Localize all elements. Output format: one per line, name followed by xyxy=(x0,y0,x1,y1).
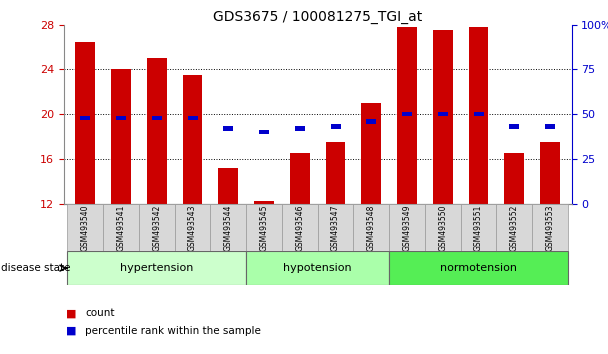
Bar xyxy=(545,125,555,129)
Bar xyxy=(218,168,238,204)
Title: GDS3675 / 100081275_TGI_at: GDS3675 / 100081275_TGI_at xyxy=(213,10,423,24)
Bar xyxy=(397,27,417,204)
Bar xyxy=(111,69,131,204)
Bar xyxy=(183,75,202,204)
Bar xyxy=(246,204,282,251)
Bar xyxy=(254,201,274,204)
Bar xyxy=(103,204,139,251)
Bar xyxy=(353,204,389,251)
Bar xyxy=(139,204,174,251)
Text: GSM493545: GSM493545 xyxy=(260,204,269,251)
Bar xyxy=(469,27,488,204)
Bar xyxy=(438,112,448,116)
Bar xyxy=(505,153,524,204)
Bar xyxy=(295,126,305,131)
Bar xyxy=(497,204,532,251)
Text: GSM493543: GSM493543 xyxy=(188,204,197,251)
Text: ■: ■ xyxy=(66,308,76,318)
Bar xyxy=(366,119,376,124)
Bar xyxy=(541,142,560,204)
Bar xyxy=(282,204,317,251)
Text: hypertension: hypertension xyxy=(120,263,193,273)
Bar xyxy=(389,251,568,285)
Bar xyxy=(402,112,412,116)
Text: GSM493551: GSM493551 xyxy=(474,204,483,251)
Bar xyxy=(210,204,246,251)
Bar xyxy=(75,41,95,204)
Bar xyxy=(67,251,246,285)
Text: disease state: disease state xyxy=(1,263,71,273)
Bar xyxy=(290,153,309,204)
Text: GSM493542: GSM493542 xyxy=(152,204,161,251)
Bar xyxy=(116,115,126,120)
Text: percentile rank within the sample: percentile rank within the sample xyxy=(85,326,261,336)
Bar xyxy=(510,125,519,129)
Text: GSM493547: GSM493547 xyxy=(331,204,340,251)
Text: hypotension: hypotension xyxy=(283,263,352,273)
Bar xyxy=(362,103,381,204)
Bar xyxy=(474,112,483,116)
Bar xyxy=(461,204,497,251)
Text: GSM493541: GSM493541 xyxy=(117,204,125,251)
Text: ■: ■ xyxy=(66,326,76,336)
Bar xyxy=(331,125,340,129)
Text: count: count xyxy=(85,308,115,318)
Text: GSM493544: GSM493544 xyxy=(224,204,233,251)
Bar xyxy=(433,30,452,204)
Bar xyxy=(259,130,269,134)
Bar xyxy=(80,115,91,120)
Text: GSM493548: GSM493548 xyxy=(367,204,376,251)
Bar xyxy=(67,204,103,251)
Text: GSM493546: GSM493546 xyxy=(295,204,304,251)
Text: GSM493553: GSM493553 xyxy=(545,204,554,251)
Bar xyxy=(223,126,233,131)
Text: normotension: normotension xyxy=(440,263,517,273)
Bar xyxy=(187,115,198,120)
Bar xyxy=(174,204,210,251)
Bar xyxy=(326,142,345,204)
Bar xyxy=(532,204,568,251)
Bar xyxy=(425,204,461,251)
Text: GSM493540: GSM493540 xyxy=(81,204,90,251)
Bar xyxy=(246,251,389,285)
Bar xyxy=(389,204,425,251)
Text: GSM493549: GSM493549 xyxy=(402,204,412,251)
Bar xyxy=(318,204,353,251)
Bar xyxy=(147,58,167,204)
Text: GSM493550: GSM493550 xyxy=(438,204,447,251)
Text: GSM493552: GSM493552 xyxy=(510,204,519,251)
Bar xyxy=(152,115,162,120)
